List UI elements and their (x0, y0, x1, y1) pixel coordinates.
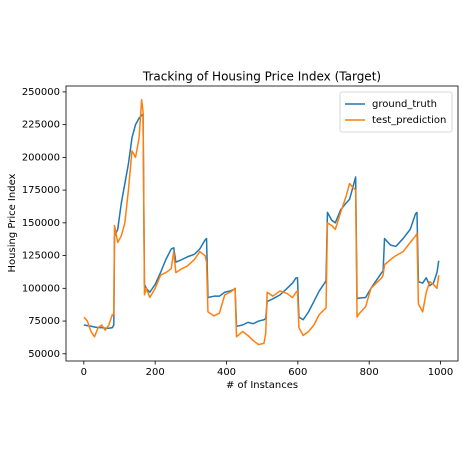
legend-label: ground_truth (372, 99, 437, 110)
x-tick-label: 0 (81, 367, 87, 378)
x-tick-label: 1000 (428, 367, 453, 378)
y-tick-label: 100000 (22, 283, 60, 294)
y-tick-label: 50000 (28, 349, 60, 360)
y-tick-label: 75000 (28, 316, 60, 327)
series-line (83, 113, 440, 330)
x-tick-label: 600 (288, 367, 307, 378)
x-axis-label: # of Instances (226, 380, 298, 391)
y-tick-label: 225000 (22, 120, 60, 131)
x-tick-label: 400 (217, 367, 236, 378)
y-tick-label: 250000 (22, 87, 60, 98)
x-tick-label: 800 (360, 367, 379, 378)
series-line (83, 99, 440, 346)
y-tick-label: 125000 (22, 251, 60, 262)
y-axis-label: Housing Price Index (7, 173, 18, 272)
chart-title: Tracking of Housing Price Index (Target) (142, 70, 381, 84)
legend-label: test_prediction (372, 115, 446, 126)
y-tick-label: 200000 (22, 152, 60, 163)
legend-box (339, 91, 453, 133)
y-tick-label: 175000 (22, 185, 60, 196)
x-tick-label: 200 (146, 367, 165, 378)
y-tick-label: 150000 (22, 218, 60, 229)
plot-frame (65, 85, 459, 362)
